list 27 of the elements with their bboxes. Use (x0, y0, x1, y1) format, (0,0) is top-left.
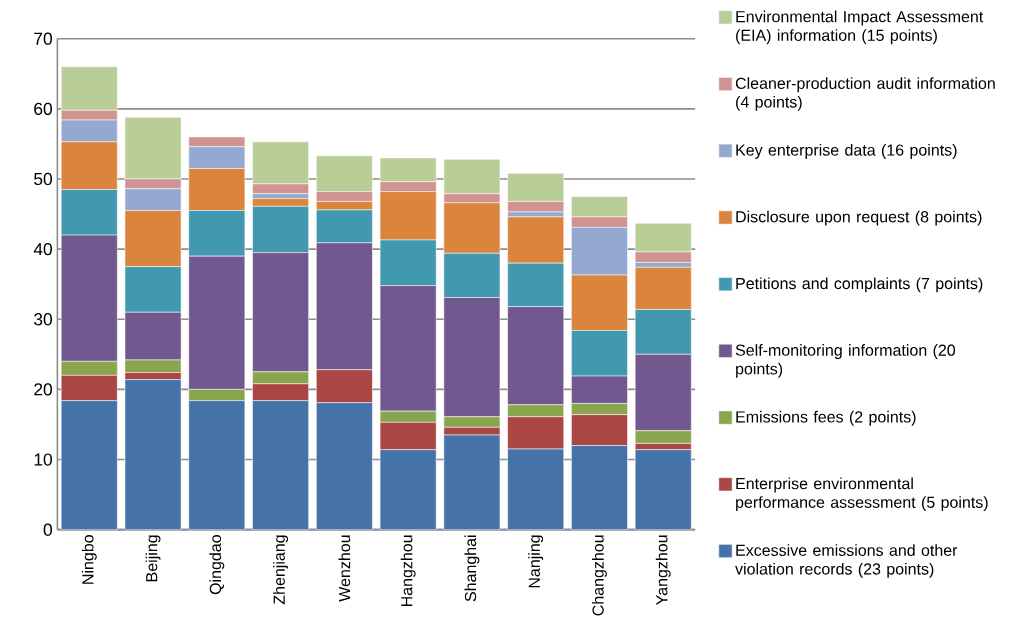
legend-label: Excessive emissions and other violation records (23 points) (735, 544, 958, 578)
x-tick-label: Changzhou (592, 535, 607, 616)
legend-label: Disclosure upon request (8 points) (736, 210, 982, 226)
y-tick-label: 30 (34, 313, 52, 326)
legend-label: Environmental Impact Assessment (EIA) information (15 points) (736, 10, 984, 45)
x-tick-label: Ningbo (81, 535, 97, 584)
x-tick-label: Zhenjiang (273, 535, 289, 605)
x-tick-label: Beijing (145, 535, 161, 582)
y-tick-label: 70 (34, 32, 52, 45)
y-tick-label: 10 (34, 453, 52, 466)
legend-label: Cleaner-production audit information (4 points) (735, 77, 995, 111)
x-tick-label: Wenzhou (338, 535, 351, 602)
legend-label: Emissions fees (2 points) (736, 410, 916, 426)
x-tick-label: Hangzhou (400, 535, 416, 607)
y-tick-label: 20 (34, 383, 52, 396)
y-tick-label: 0 (43, 523, 52, 536)
x-tick-label: Nanjing (528, 535, 544, 588)
x-tick-label: Shanghai (464, 535, 480, 602)
y-tick-label: 40 (33, 243, 52, 256)
x-tick-label: Qingdao (209, 535, 225, 595)
legend-label: Petitions and complaints (7 points) (736, 277, 983, 293)
legend-label: Self-monitoring information (20 points) (735, 344, 956, 378)
legend-label: Key enterprise data (16 points) (736, 144, 957, 160)
y-tick-label: 60 (34, 102, 52, 116)
legend-label: Enterprise environmental performance assessment (5 points) (736, 477, 988, 512)
y-tick-label: 50 (34, 172, 52, 186)
x-tick-label: Yangzhou (655, 535, 671, 606)
